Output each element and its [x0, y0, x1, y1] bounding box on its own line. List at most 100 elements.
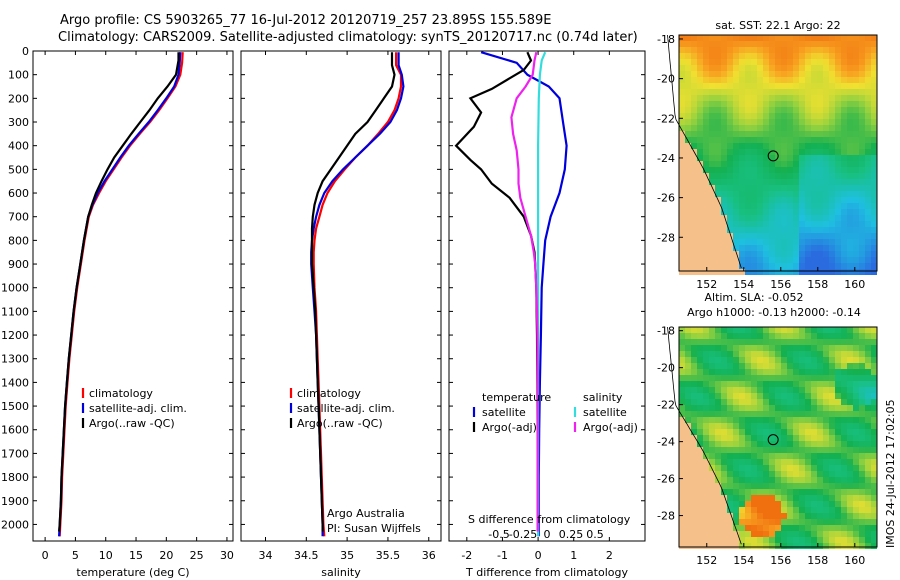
map-cell — [871, 227, 877, 233]
map-cell — [751, 399, 757, 405]
map-cell — [829, 441, 835, 447]
map-cell — [745, 399, 751, 405]
map-cell — [751, 239, 757, 245]
map-cell — [787, 263, 793, 269]
map-cell — [721, 465, 727, 471]
map-cell — [763, 197, 769, 203]
map-cell — [709, 507, 715, 513]
y-tick-label: 1600 — [1, 424, 29, 437]
map-cell — [721, 393, 727, 399]
map-cell — [733, 501, 739, 507]
map-cell — [859, 363, 865, 369]
map-cell — [823, 333, 829, 339]
map-cell — [763, 179, 769, 185]
map-cell — [841, 507, 847, 513]
map-cell — [679, 203, 685, 209]
map-cell — [793, 197, 799, 203]
map-cell — [829, 375, 835, 381]
map-cell — [739, 65, 745, 71]
map-cell — [679, 89, 685, 95]
map-cell — [715, 209, 721, 215]
map-cell — [715, 251, 721, 257]
map-cell — [769, 423, 775, 429]
map-cell — [853, 161, 859, 167]
x-tick-label: -2 — [461, 549, 472, 562]
map-cell — [871, 71, 877, 77]
map-cell — [835, 65, 841, 71]
map-cell — [811, 327, 817, 333]
map-cell — [805, 179, 811, 185]
map-cell — [739, 429, 745, 435]
map-cell — [841, 453, 847, 459]
map-cell — [709, 77, 715, 83]
map-cell — [739, 185, 745, 191]
map-cell — [715, 453, 721, 459]
map-cell — [817, 191, 823, 197]
x-tick-label: 152 — [696, 278, 717, 291]
map-cell — [679, 387, 685, 393]
map-cell — [703, 179, 709, 185]
map-cell — [703, 95, 709, 101]
map-cell — [721, 59, 727, 65]
map-cell — [751, 465, 757, 471]
map-cell — [835, 167, 841, 173]
map-cell — [703, 155, 709, 161]
map-cell — [763, 393, 769, 399]
map-cell — [793, 239, 799, 245]
map-cell — [823, 257, 829, 263]
map-cell — [829, 35, 835, 41]
map-cell — [859, 423, 865, 429]
map-cell — [709, 459, 715, 465]
map-cell — [787, 531, 793, 537]
map-cell — [799, 447, 805, 453]
map-cell — [745, 381, 751, 387]
map-cell — [745, 471, 751, 477]
map-cell — [865, 41, 871, 47]
map-cell — [841, 209, 847, 215]
plot-frame — [448, 50, 646, 542]
map-cell — [763, 53, 769, 59]
map-cell — [733, 393, 739, 399]
map-cell — [871, 435, 877, 441]
map-cell — [703, 53, 709, 59]
map-cell — [787, 233, 793, 239]
map-cell — [685, 411, 691, 417]
map-cell — [805, 65, 811, 71]
map-cell — [733, 83, 739, 89]
map-cell — [817, 65, 823, 71]
map-cell — [841, 47, 847, 53]
map-cell — [841, 257, 847, 263]
map-cell — [751, 477, 757, 483]
map-cell — [769, 327, 775, 333]
map-cell — [841, 333, 847, 339]
map-cell — [847, 83, 853, 89]
map-cell — [715, 513, 721, 519]
map-cell — [817, 137, 823, 143]
map-cell — [685, 489, 691, 495]
map-cell — [817, 519, 823, 525]
map-cell — [745, 185, 751, 191]
map-cell — [751, 393, 757, 399]
map-cell — [763, 221, 769, 227]
map-cell — [697, 167, 703, 173]
map-cell — [799, 47, 805, 53]
map-cell — [775, 411, 781, 417]
map-cell — [853, 179, 859, 185]
map-cell — [841, 119, 847, 125]
map-cell — [721, 471, 727, 477]
map-cell — [775, 423, 781, 429]
map-cell — [805, 411, 811, 417]
map-cell — [781, 435, 787, 441]
map-cell — [691, 227, 697, 233]
map-cell — [727, 471, 733, 477]
map-cell — [679, 417, 685, 423]
map-cell — [745, 215, 751, 221]
map-cell — [733, 119, 739, 125]
map-cell — [679, 489, 685, 495]
map-cell — [709, 197, 715, 203]
map-cell — [703, 465, 709, 471]
map-cell — [769, 203, 775, 209]
map-cell — [739, 197, 745, 203]
map-cell — [769, 381, 775, 387]
map-cell — [685, 149, 691, 155]
